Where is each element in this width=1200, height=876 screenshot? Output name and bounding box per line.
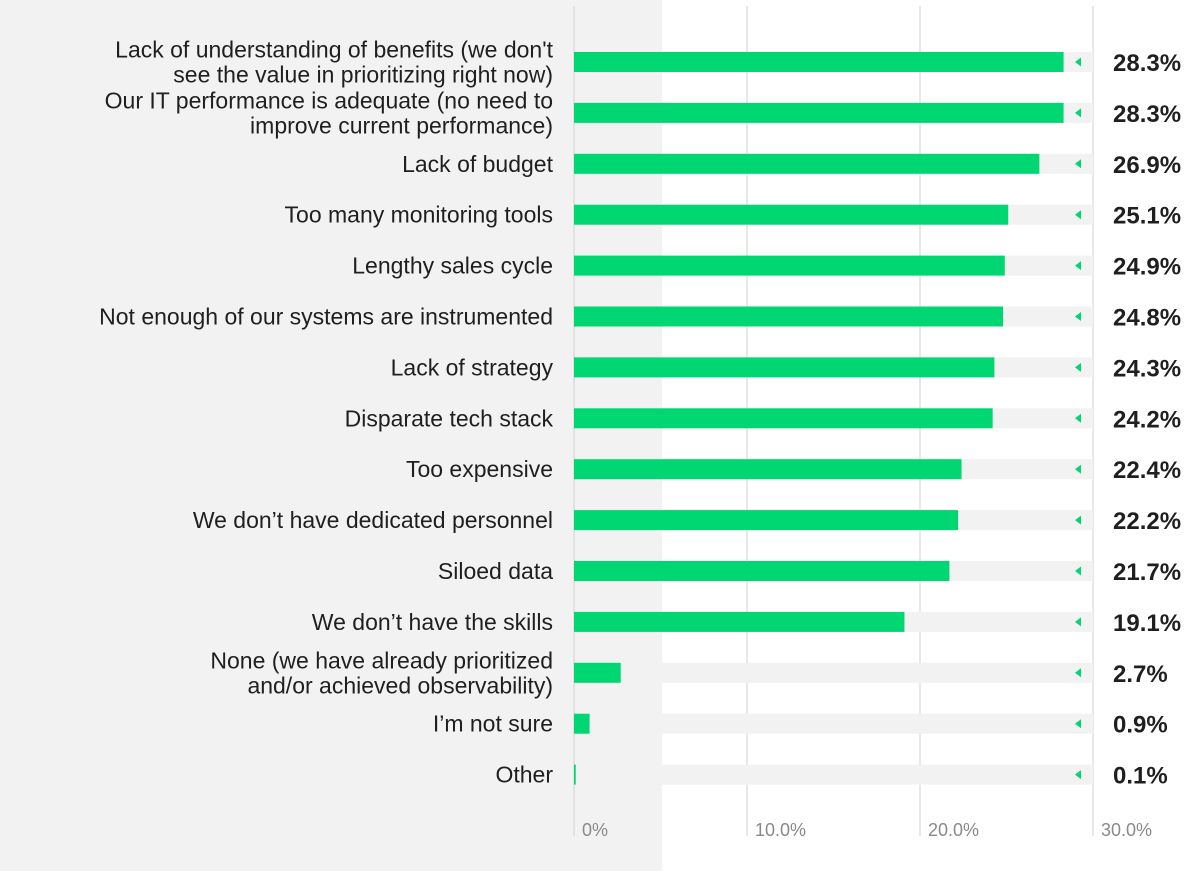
bar-marker-icon [1075, 464, 1081, 474]
bar [574, 510, 959, 531]
bar [574, 764, 576, 785]
category-label: Lack of strategy [391, 354, 554, 380]
bar [574, 561, 950, 581]
bar [574, 102, 1064, 123]
value-label: 26.9% [1113, 152, 1181, 179]
category-label: We don’t have dedicated personnel [193, 507, 553, 533]
bar-marker-icon [1075, 770, 1081, 780]
bar-marker-icon [1075, 57, 1081, 67]
value-label: 24.3% [1113, 355, 1181, 382]
bar [574, 204, 1009, 225]
bar-marker-icon [1075, 261, 1081, 271]
value-label: 2.7% [1113, 661, 1168, 688]
category-label: Too many monitoring tools [285, 202, 553, 228]
tick-label-20: 20.0% [928, 820, 979, 840]
value-label: 24.8% [1113, 305, 1181, 332]
value-label: 19.1% [1113, 610, 1181, 637]
category-label: Too expensive [406, 456, 553, 482]
bar [574, 713, 590, 734]
bar [574, 306, 1004, 327]
value-label: 24.9% [1113, 254, 1181, 281]
value-label: 21.7% [1113, 559, 1181, 586]
tick-label-10: 10.0% [755, 820, 806, 840]
category-label: I’m not sure [433, 711, 553, 737]
value-labels: 28.3% 28.3% 26.9% 25.1% 24.9% 24.8% 24.3% 24.2%… [1113, 50, 1181, 790]
value-label: 28.3% [1113, 50, 1181, 77]
bar-track [574, 764, 1093, 785]
bar-marker-icon [1075, 617, 1081, 627]
value-label: 28.3% [1113, 101, 1181, 128]
category-label: Siloed data [438, 558, 553, 584]
value-label: 0.1% [1113, 763, 1168, 790]
bar [574, 357, 995, 378]
bar-marker-icon [1075, 159, 1081, 169]
bar [574, 662, 621, 683]
bar-marker-icon [1075, 566, 1081, 576]
category-label: Our IT performance is adequate (no need … [105, 87, 553, 138]
category-label: Lengthy sales cycle [352, 253, 553, 279]
bar [574, 255, 1005, 276]
bar-track [574, 713, 1093, 734]
bar-marker-icon [1075, 515, 1081, 525]
category-label: Not enough of our systems are instrument… [99, 304, 553, 330]
category-labels: Lack of understanding of benefits (we do… [99, 37, 553, 788]
category-label: Lack of budget [402, 151, 554, 177]
left-panel-background [0, 0, 662, 871]
bar-marker-icon [1075, 668, 1081, 678]
category-label: Disparate tech stack [345, 405, 554, 431]
bar-marker-icon [1075, 413, 1081, 423]
bar-track [574, 662, 1093, 683]
bar [574, 153, 1040, 174]
bars [574, 52, 1093, 785]
value-label: 22.4% [1113, 457, 1181, 484]
bar [574, 459, 962, 480]
bar-marker-icon [1075, 312, 1081, 321]
bar [574, 611, 905, 632]
bar [574, 52, 1064, 72]
category-label: Lack of understanding of benefits (we do… [115, 37, 553, 88]
category-label: We don’t have the skills [312, 609, 553, 635]
value-label: 0.9% [1113, 712, 1168, 739]
bar-marker-icon [1075, 719, 1081, 729]
tick-label-30: 30.0% [1101, 820, 1152, 840]
bar-marker-icon [1075, 210, 1081, 220]
tick-label-0: 0% [582, 820, 608, 840]
value-label: 22.2% [1113, 508, 1181, 535]
value-label: 24.2% [1113, 406, 1181, 433]
value-label: 25.1% [1113, 203, 1181, 230]
bar-marker-icon [1075, 362, 1081, 372]
bar [574, 408, 993, 429]
category-label: Other [495, 762, 553, 788]
x-axis-ticks: 0% 10.0% 20.0% 30.0% [582, 820, 1152, 840]
bar-marker-icon [1075, 108, 1081, 118]
category-label: None (we have already prioritized and/or … [210, 647, 553, 698]
